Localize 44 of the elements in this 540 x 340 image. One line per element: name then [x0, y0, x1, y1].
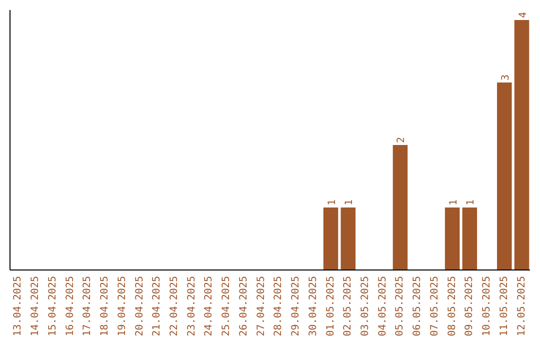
x-tick-label: 22.04.2025: [169, 276, 180, 336]
data-label: 4: [518, 12, 529, 18]
x-tick-label: 14.04.2025: [30, 276, 42, 336]
bar: [323, 208, 338, 270]
x-tick-label: 13.04.2025: [12, 276, 24, 336]
x-tick-label: 27.04.2025: [256, 276, 267, 336]
bar: [462, 208, 478, 270]
x-tick-label: 28.04.2025: [273, 276, 284, 336]
x-tick-label: 10.05.2025: [482, 276, 493, 336]
x-tick-label: 23.04.2025: [186, 276, 198, 336]
x-tick-label: 11.05.2025: [498, 276, 510, 336]
bar: [392, 145, 408, 270]
x-tick-label: 24.04.2025: [204, 276, 215, 336]
x-tick-label: 04.05.2025: [377, 276, 388, 336]
x-tick-label: 17.04.2025: [82, 276, 94, 336]
bar: [497, 82, 512, 270]
x-tick-label: 09.05.2025: [464, 276, 476, 336]
x-tick-label: 06.05.2025: [412, 276, 424, 336]
x-tick-label: 12.05.2025: [516, 276, 528, 336]
x-tick-label: 15.04.2025: [47, 276, 58, 336]
data-label: 2: [396, 136, 408, 143]
x-tick-label: 26.04.2025: [238, 276, 250, 336]
bar: [340, 208, 356, 270]
x-tick-label: 20.04.2025: [134, 276, 146, 336]
bar: [514, 20, 530, 270]
x-tick-label: 07.05.2025: [429, 276, 440, 336]
x-tick-label: 18.04.2025: [100, 276, 111, 336]
x-tick-label: 21.04.2025: [152, 276, 163, 336]
x-tick-label: 29.04.2025: [290, 276, 302, 336]
data-label: 1: [344, 199, 356, 206]
x-tick-label: 08.05.2025: [446, 276, 458, 336]
bar: [444, 208, 460, 270]
x-tick-label: 25.04.2025: [221, 276, 232, 336]
x-tick-label: 05.05.2025: [394, 276, 406, 336]
data-label: 3: [500, 74, 512, 80]
x-tick-label: 30.04.2025: [308, 276, 319, 336]
x-tick-label: 19.04.2025: [116, 276, 128, 336]
data-label: 1: [466, 199, 477, 206]
x-tick-label: 01.05.2025: [325, 276, 336, 336]
data-label: 1: [448, 199, 460, 206]
x-tick-label: 02.05.2025: [342, 276, 354, 336]
x-tick-label: 03.05.2025: [360, 276, 371, 336]
x-tick-label: 16.04.2025: [64, 276, 76, 336]
data-label: 1: [326, 199, 338, 206]
